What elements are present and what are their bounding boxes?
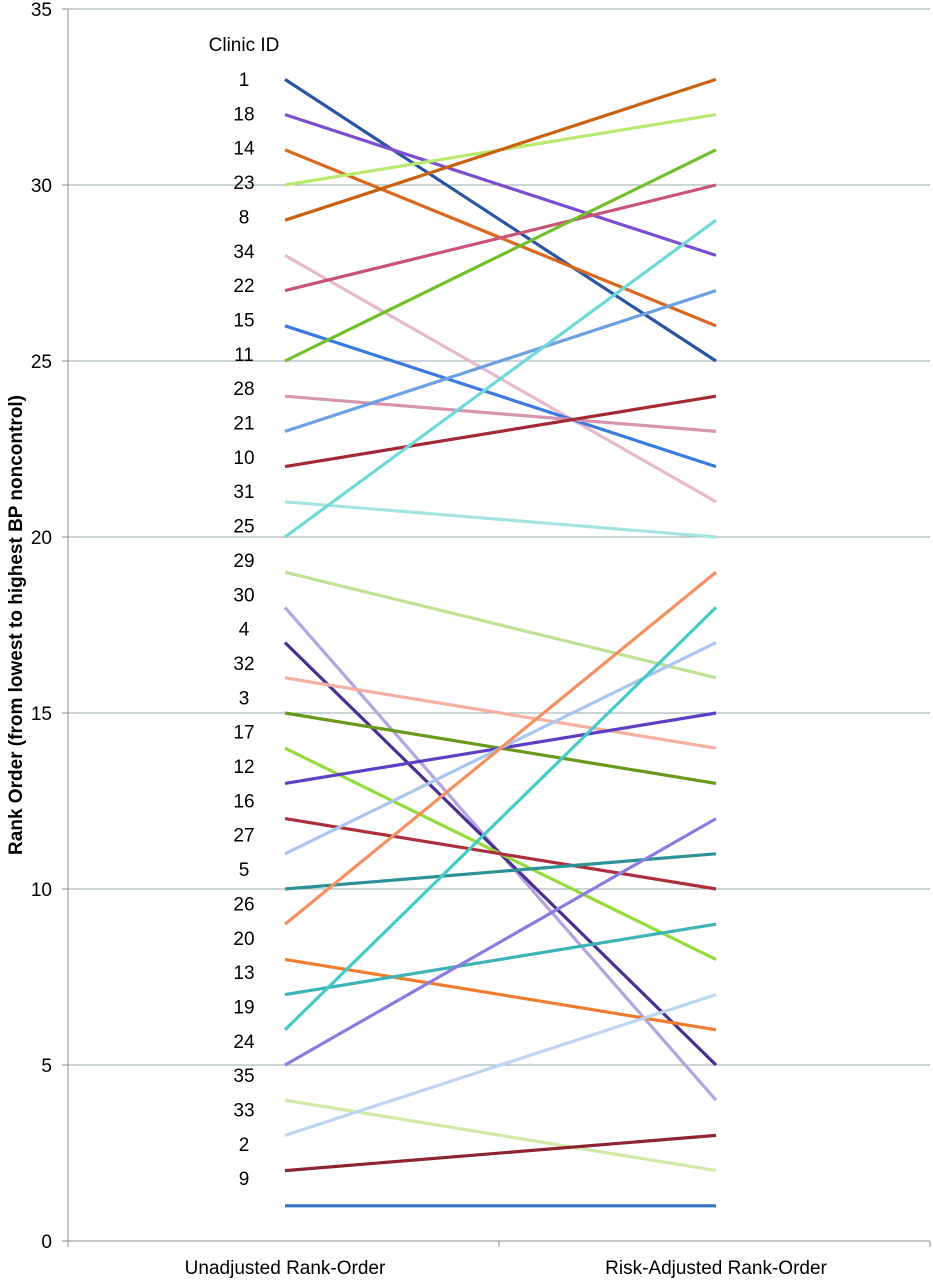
- clinic-id-label: 15: [233, 310, 254, 331]
- x-category-label: Risk-Adjusted Rank-Order: [605, 1258, 827, 1279]
- y-tick-label: 15: [31, 704, 52, 725]
- y-tick-label: 5: [41, 1056, 52, 1077]
- clinic-id-label: 27: [233, 826, 254, 847]
- clinic-id-label: 8: [239, 207, 250, 228]
- clinic-id-label: 30: [233, 585, 254, 606]
- series-line: [284, 817, 717, 891]
- clinic-id-label: 17: [233, 723, 254, 744]
- clinic-id-label: 22: [233, 276, 254, 297]
- clinic-id-label: 9: [239, 1169, 250, 1190]
- clinic-id-label: 12: [233, 757, 254, 778]
- y-tick-label: 25: [31, 352, 52, 373]
- clinic-id-label: 4: [239, 620, 250, 641]
- x-category-label: Unadjusted Rank-Order: [185, 1258, 386, 1279]
- clinic-id-label: 5: [239, 860, 250, 881]
- series-line: [284, 148, 717, 363]
- clinic-id-label: 13: [233, 963, 254, 984]
- clinic-id-label: 16: [233, 791, 254, 812]
- clinic-id-label: 32: [233, 654, 254, 675]
- series-line: [284, 993, 717, 1137]
- clinic-id-label: 25: [233, 517, 254, 538]
- clinic-id-label: 18: [233, 104, 254, 125]
- series-line: [284, 324, 717, 469]
- clinic-id-label: 26: [233, 894, 254, 915]
- y-tick-label: 20: [31, 528, 52, 549]
- y-tick-label: 30: [31, 176, 52, 197]
- clinic-id-heading: Clinic ID: [209, 35, 280, 56]
- clinic-id-label: 19: [233, 997, 254, 1018]
- series-lines: [283, 77, 718, 1208]
- clinic-labels: 1181423834221511282110312529304323171216…: [233, 70, 255, 1190]
- series-line: [284, 922, 717, 997]
- clinic-id-label: 2: [239, 1135, 250, 1156]
- clinic-id-label: 20: [233, 929, 254, 950]
- series-line: [283, 606, 718, 1031]
- clinic-id-label: 33: [233, 1101, 254, 1122]
- clinic-id-label: 31: [233, 482, 254, 503]
- gridlines: [68, 8, 930, 1066]
- clinic-id-label: 11: [234, 345, 254, 366]
- series-line: [284, 500, 717, 539]
- clinic-id-label: 28: [233, 379, 254, 400]
- series-line: [284, 78, 717, 363]
- clinic-id-label: 35: [233, 1066, 254, 1087]
- series-line: [284, 1133, 717, 1173]
- series-line: [284, 183, 717, 293]
- y-tick-label: 35: [31, 0, 52, 21]
- series-line: [284, 394, 717, 469]
- clinic-id-label: 3: [239, 688, 250, 709]
- series-line: [284, 77, 717, 222]
- series-line: [284, 113, 717, 257]
- clinic-id-label: 14: [233, 139, 255, 160]
- clinic-id-label: 24: [233, 1032, 255, 1053]
- series-line: [284, 289, 717, 433]
- clinic-id-label: 23: [233, 173, 254, 194]
- clinic-id-label: 1: [239, 70, 250, 91]
- series-line: [284, 570, 717, 680]
- series-line: [284, 957, 717, 1032]
- clinic-id-label: 21: [233, 414, 254, 435]
- clinic-id-label: 34: [233, 242, 255, 263]
- y-tick-label: 0: [41, 1232, 52, 1253]
- series-line: [284, 817, 717, 1067]
- series-line: [283, 570, 718, 926]
- series-line: [284, 1098, 717, 1173]
- clinic-id-label: 10: [233, 448, 254, 469]
- y-axis-title: Rank Order (from lowest to highest BP no…: [6, 395, 27, 855]
- series-line: [284, 676, 717, 750]
- y-tick-label: 10: [31, 880, 52, 901]
- clinic-id-label: 29: [233, 551, 254, 572]
- series-line: [284, 218, 717, 539]
- series-line: [284, 394, 717, 433]
